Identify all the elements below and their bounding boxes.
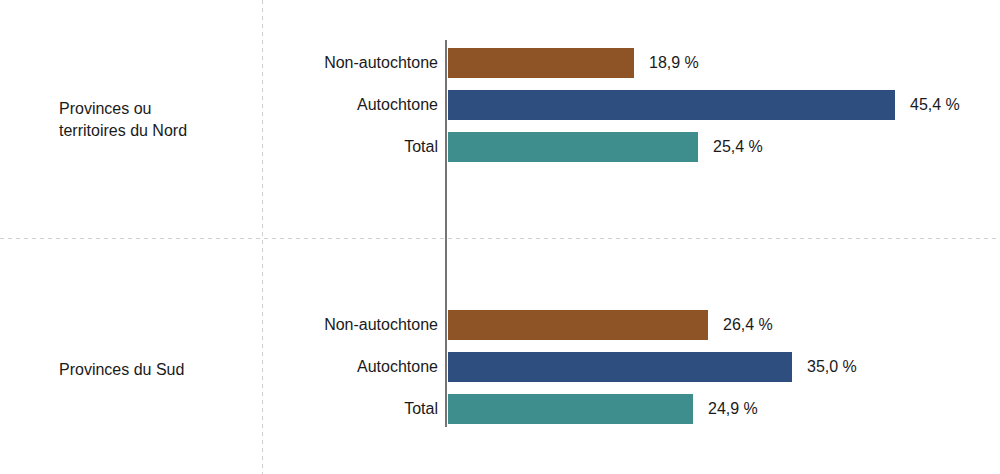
value-label: 35,0 %: [807, 358, 857, 376]
bar-north-total: [448, 132, 698, 162]
bar-south-total: [448, 394, 693, 424]
value-label: 45,4 %: [910, 96, 960, 114]
bar-row: Non-autochtone 26,4 %: [0, 310, 1000, 340]
value-label: 24,9 %: [708, 400, 758, 418]
horizontal-dashed-gridline: [0, 238, 1000, 239]
bar-north-non-autochtone: [448, 48, 634, 78]
bar-north-autochtone: [448, 90, 895, 120]
bar-row: Total 25,4 %: [0, 132, 1000, 162]
category-label: Non-autochtone: [0, 316, 438, 334]
bar-row: Autochtone 45,4 %: [0, 90, 1000, 120]
bar-row: Non-autochtone 18,9 %: [0, 48, 1000, 78]
category-label: Autochtone: [0, 358, 438, 376]
bar-row: Autochtone 35,0 %: [0, 352, 1000, 382]
category-label: Total: [0, 400, 438, 418]
grouped-horizontal-bar-chart: Provinces ou territoires du Nord Provinc…: [0, 0, 1000, 474]
category-label: Autochtone: [0, 96, 438, 114]
bar-row: Total 24,9 %: [0, 394, 1000, 424]
bar-south-non-autochtone: [448, 310, 708, 340]
value-label: 26,4 %: [723, 316, 773, 334]
value-label: 18,9 %: [649, 54, 699, 72]
value-label: 25,4 %: [713, 138, 763, 156]
category-label: Non-autochtone: [0, 54, 438, 72]
category-label: Total: [0, 138, 438, 156]
bar-south-autochtone: [448, 352, 792, 382]
